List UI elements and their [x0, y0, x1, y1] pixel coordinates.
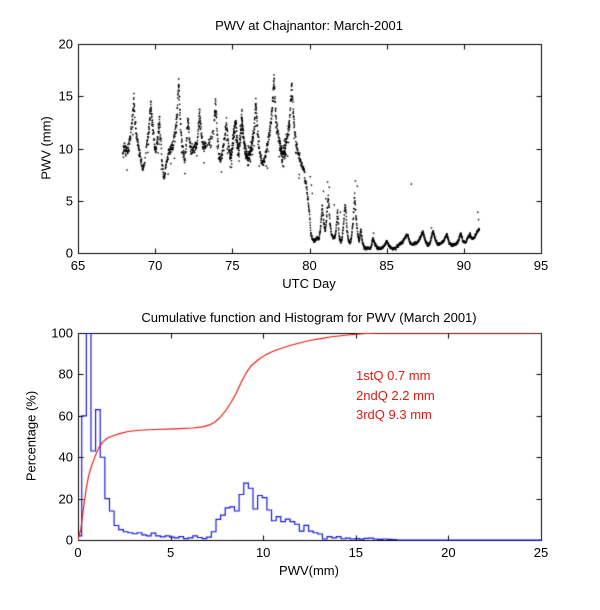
- x-tick-label: 65: [70, 258, 86, 273]
- x-tick-label: 0: [74, 545, 82, 560]
- top-chart-title: PWV at Chajnantor: March-2001: [215, 18, 403, 33]
- top-chart-xlabel: UTC Day: [282, 276, 336, 291]
- y-tick-label: 80: [58, 366, 73, 382]
- x-tick-label: 70: [147, 258, 163, 273]
- x-tick-label: 95: [533, 258, 549, 273]
- x-tick-label: 85: [379, 258, 394, 273]
- x-tick-label: 25: [533, 545, 549, 560]
- y-tick-label: 20: [58, 36, 73, 52]
- y-tick-label: 15: [58, 88, 73, 104]
- x-tick-label: 80: [302, 258, 317, 273]
- bottom-chart-title: Cumulative function and Histogram for PW…: [141, 310, 477, 325]
- y-tick-label: 60: [58, 408, 73, 424]
- y-tick-label: 40: [58, 449, 73, 465]
- x-tick-label: 20: [441, 545, 456, 560]
- annotation-third-quartile: 3rdQ 9.3 mm: [356, 407, 432, 422]
- x-tick-label: 90: [456, 258, 472, 273]
- quartile-annotations: 1stQ 0.7 mm 2ndQ 2.2 mm 3rdQ 9.3 mm: [356, 366, 435, 425]
- x-tick-label: 10: [255, 545, 271, 560]
- annotation-second-quartile: 2ndQ 2.2 mm: [356, 387, 435, 403]
- y-tick-label: 20: [58, 491, 73, 507]
- annotation-first-quartile: 1stQ 0.7 mm: [356, 368, 431, 383]
- bottom-chart-ylabel: Percentage (%): [23, 390, 39, 482]
- y-tick-label: 0: [65, 245, 73, 261]
- x-tick-label: 15: [348, 545, 364, 560]
- x-tick-label: 75: [225, 258, 240, 273]
- y-tick-label: 0: [65, 532, 73, 548]
- y-tick-label: 10: [58, 141, 73, 156]
- bottom-chart-xlabel: PWV(mm): [279, 563, 339, 578]
- top-chart-ylabel: PWV (mm): [38, 116, 54, 180]
- y-tick-label: 100: [51, 325, 73, 341]
- x-tick-label: 5: [166, 545, 175, 560]
- y-tick-label: 5: [65, 193, 73, 209]
